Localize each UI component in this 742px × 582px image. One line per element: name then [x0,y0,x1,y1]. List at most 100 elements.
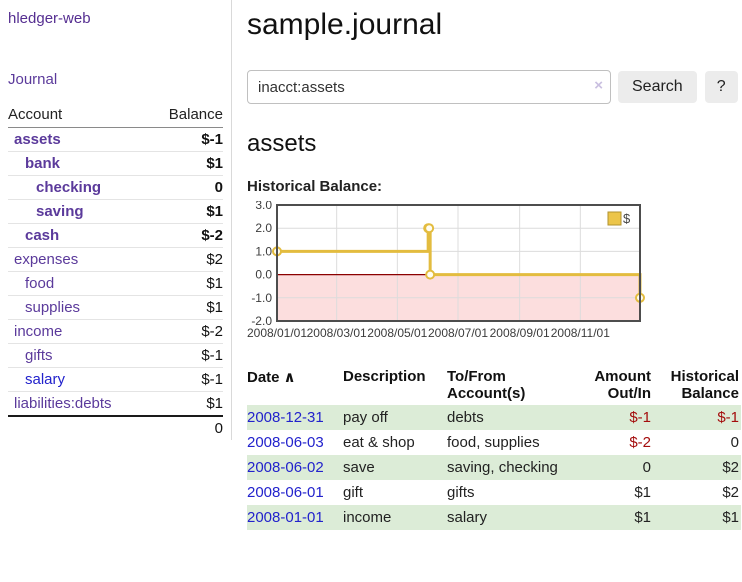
sidebar-item-journal[interactable]: Journal [8,71,58,88]
y-tick-label: 3.0 [255,201,272,212]
account-link[interactable]: saving [36,203,84,220]
sidebar: hledger-web Journal Account Balance asse… [0,0,232,440]
register-header-accounts: To/From Account(s) [447,368,526,402]
account-balance: $-1 [201,131,223,148]
y-tick-label: 2.0 [255,221,272,235]
transaction-accounts: gifts [447,484,475,501]
register-table: Date ∧ Description To/From Account(s) Amo… [247,365,741,530]
transaction-accounts: debts [447,409,484,426]
account-balance: $-2 [149,223,223,248]
transaction-amount: $-1 [629,409,651,426]
accounts-header-account: Account [8,104,150,128]
search-button[interactable]: Search [618,71,697,103]
account-link[interactable]: expenses [14,251,79,268]
account-link[interactable]: income [14,323,63,340]
main-panel: sample.journal × Search ? assets Histori… [232,0,742,530]
brand-link[interactable]: hledger-web [8,10,91,27]
account-link[interactable]: assets [14,131,61,148]
x-tick-label: 2008/01/01 [247,326,307,340]
register-row[interactable]: 2008-06-01 gift gifts $1 $2 [247,480,741,505]
register-row[interactable]: 2008-06-03 eat & shop food, supplies $-2 0 [247,430,741,455]
account-balance: $2 [149,247,223,272]
account-heading: assets [247,130,317,157]
account-row: salary $-1 [8,367,223,392]
help-button[interactable]: ? [704,71,738,103]
register-header-date[interactable]: Date ∧ [247,369,296,386]
register-row[interactable]: 2008-06-02 save saving, checking 0 $2 [247,455,741,480]
balance-chart: $3.0 2.0 1.0 0.0 -1.0 -2.0 2008/01/01 2008/03/0… [247,198,741,351]
y-tick-label: -1.0 [251,291,272,305]
transaction-accounts: salary [447,509,488,526]
data-point [425,269,436,280]
transaction-description: save [343,459,375,476]
transaction-date-link[interactable]: 2008-06-02 [247,459,324,476]
y-tick-label: -2.0 [251,314,272,328]
transaction-date-link[interactable]: 2008-01-01 [247,509,324,526]
transaction-balance: $-1 [717,409,739,426]
transaction-accounts: food, supplies [447,434,540,451]
account-balance: $-2 [149,319,223,344]
transaction-amount: 0 [642,459,651,476]
register-row[interactable]: 2008-01-01 income salary $1 $1 [247,505,741,530]
register-row[interactable]: 2008-12-31 pay off debts $-1 $-1 [247,405,741,430]
account-balance: $-1 [149,367,223,392]
search-input[interactable] [247,70,611,104]
transaction-balance: $2 [722,459,739,476]
account-row: food $1 [8,271,223,296]
account-balance: 0 [149,175,223,200]
x-tick-label: 2008/11/01 [551,326,610,340]
account-link[interactable]: checking [36,179,102,196]
account-link[interactable]: salary [25,371,66,388]
x-tick-label: 2008/05/01 [367,326,427,340]
transaction-date-link[interactable]: 2008-12-31 [247,409,324,426]
transaction-balance: $2 [722,484,739,501]
chart-border [276,204,641,322]
data-point [424,223,435,234]
transaction-description: eat & shop [343,434,415,451]
account-balance: $1 [149,199,223,224]
account-row: gifts $-1 [8,343,223,368]
account-link[interactable]: cash [25,227,60,244]
account-row: expenses $2 [8,247,223,272]
account-link[interactable]: food [25,275,55,292]
account-row: liabilities:debts $1 [8,391,223,416]
search-bar: × Search ? [247,70,741,104]
account-row: income $-2 [8,319,223,344]
transaction-amount: $1 [634,484,651,501]
accounts-table: Account Balance assets $-1 bank $1 checking 0… [8,104,223,440]
transaction-amount: $-2 [629,434,651,451]
account-link[interactable]: supplies [25,299,81,316]
account-balance: $-1 [149,343,223,368]
chart-title: Historical Balance: [247,178,383,195]
y-tick-label: 0.0 [255,268,272,282]
account-row: assets $-1 [8,128,223,152]
x-tick-label: 2008/03/01 [307,326,367,340]
accounts-total-row: 0 [8,415,223,440]
account-link[interactable]: gifts [25,347,53,364]
register-header-amount: Amount Out/In [594,368,651,402]
account-balance: $1 [149,295,223,320]
account-link[interactable]: liabilities:debts [14,395,112,412]
transaction-accounts: saving, checking [447,459,558,476]
account-row: supplies $1 [8,295,223,320]
transaction-description: gift [343,484,364,501]
page: hledger-web Journal Account Balance asse… [0,0,742,530]
accounts-header-balance: Balance [149,104,223,128]
transaction-description: pay off [343,409,388,426]
account-row: checking 0 [8,175,223,200]
transaction-balance: $1 [722,509,739,526]
transaction-date-link[interactable]: 2008-06-01 [247,484,324,501]
account-link[interactable]: bank [25,155,61,172]
transaction-amount: $1 [634,509,651,526]
account-row: cash $-2 [8,223,223,248]
register-header-balance: Historical Balance [670,368,739,402]
legend-label: $ [623,211,631,226]
account-row: saving $1 [8,199,223,224]
clear-search-icon[interactable]: × [594,77,603,94]
account-balance: $1 [149,271,223,296]
transaction-date-link[interactable]: 2008-06-03 [247,434,324,451]
page-title: sample.journal [247,8,443,41]
register-header-description: Description [343,368,426,385]
x-tick-label: 2008/07/01 [428,326,488,340]
